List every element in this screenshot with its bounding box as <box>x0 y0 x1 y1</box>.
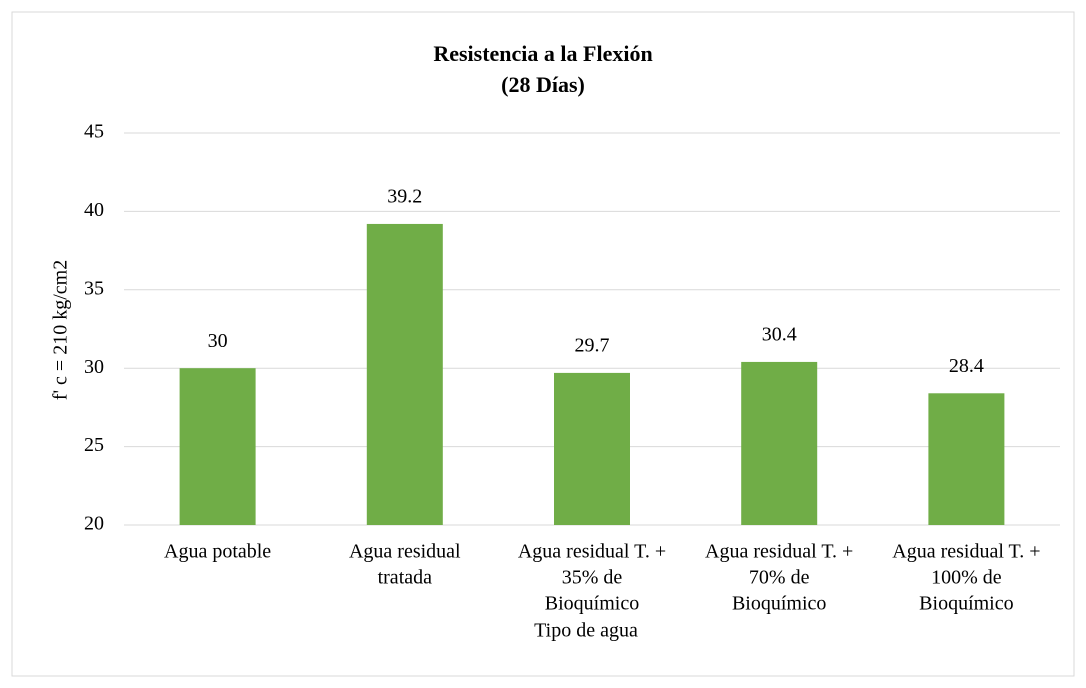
bar <box>554 372 630 525</box>
bar <box>366 223 443 525</box>
y-tick-label: 25 <box>84 434 104 456</box>
x-tick-label: Agua potable <box>164 541 271 563</box>
y-tick-label: 45 <box>84 121 104 143</box>
x-tick-label: Agua residual <box>349 541 461 563</box>
y-tick-label: 35 <box>84 277 104 299</box>
data-label: 28.4 <box>949 355 984 377</box>
y-tick-label: 40 <box>84 199 104 221</box>
x-tick-label: 100% de <box>931 567 1002 589</box>
chart-title: Resistencia a la Flexión <box>433 41 652 66</box>
data-label: 30.4 <box>762 324 797 346</box>
data-label: 29.7 <box>575 334 610 356</box>
data-label: 30 <box>208 330 228 352</box>
chart-border <box>11 11 1075 677</box>
bar <box>179 368 256 525</box>
y-tick-label: 20 <box>84 513 104 535</box>
x-tick-label: 35% de <box>562 567 623 589</box>
x-axis-label: Tipo de agua <box>534 620 638 642</box>
x-tick-label: Bioquímico <box>545 593 639 615</box>
x-tick-label: Bioquímico <box>732 593 826 615</box>
x-tick-label: Agua residual T. + <box>518 541 666 563</box>
x-tick-label: Agua residual T. + <box>892 541 1040 563</box>
bar <box>741 361 818 525</box>
y-tick-label: 30 <box>84 356 104 378</box>
data-label: 39.2 <box>387 186 422 208</box>
x-tick-label: 70% de <box>749 567 810 589</box>
y-axis-label: f' c = 210 kg/cm2 <box>50 260 72 400</box>
bar <box>928 393 1005 525</box>
x-tick-label: Agua residual T. + <box>705 541 853 563</box>
chart-title: (28 Días) <box>501 72 585 97</box>
x-tick-label: Bioquímico <box>919 593 1013 615</box>
x-tick-label: tratada <box>378 567 433 589</box>
